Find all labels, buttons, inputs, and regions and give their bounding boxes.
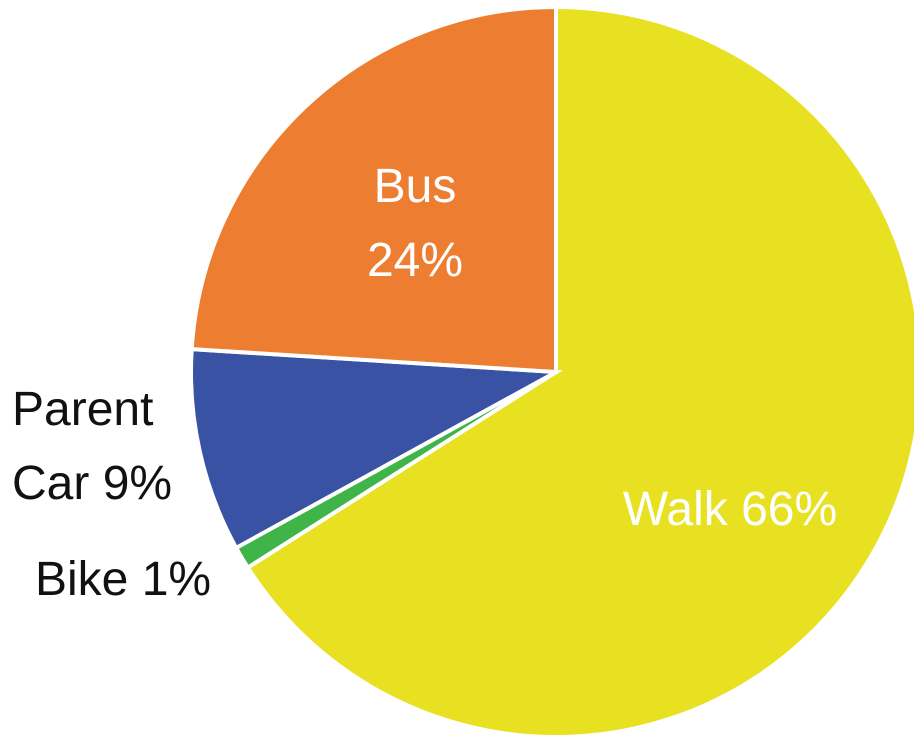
pie-slice [189,4,558,375]
value-label: 9% [102,457,173,510]
value-label: 66% [741,483,838,536]
category-label: Bus [373,160,457,213]
pie-slice [245,4,914,738]
slice-label: Bus 24% [335,150,495,298]
slice-label: Walk 66% [560,473,900,547]
value-label: 24% [366,234,464,287]
value-label: 1% [141,553,212,606]
category-label: Parent Car [12,383,154,510]
pie-slice [189,346,563,551]
category-label: Walk [622,483,728,536]
slice-label: Parent Car 9% [12,373,212,521]
category-label: Bike [35,553,129,606]
slice-label: Bike 1% [35,543,295,617]
